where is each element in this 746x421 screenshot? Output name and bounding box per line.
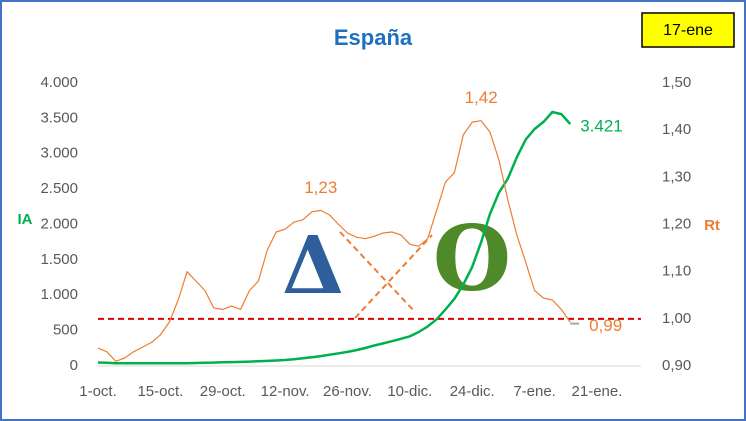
y-tick-label: 3.000 <box>40 145 78 162</box>
data-label: 1,42 <box>465 88 498 107</box>
x-tick-label: 26-nov. <box>323 383 372 400</box>
y-tick-label: 3.500 <box>40 109 78 126</box>
y2-tick-label: 1,40 <box>662 121 691 138</box>
data-label: 3.421 <box>580 116 623 135</box>
x-tick-label: 15-oct. <box>137 383 183 400</box>
series-line <box>97 110 572 365</box>
chart-title: España <box>334 25 413 50</box>
y-tick-label: 2.500 <box>40 180 78 197</box>
date-badge-box <box>641 12 735 48</box>
y2-tick-label: 0,90 <box>662 357 691 374</box>
x-tick-label: 1-oct. <box>79 383 117 400</box>
cross-line <box>339 231 416 313</box>
y2-tick-label: 1,10 <box>662 263 691 280</box>
y-tick-label: 2.000 <box>40 215 78 232</box>
y-axis-label: IA <box>18 211 33 228</box>
x-tick-label: 12-nov. <box>261 383 310 400</box>
y-tick-label: 1.000 <box>40 286 78 303</box>
y-tick-label: 1.500 <box>40 251 78 268</box>
x-tick-label: 21-ene. <box>572 383 623 400</box>
y2-tick-label: 1,30 <box>662 168 691 185</box>
y2-tick-label: 1,00 <box>662 310 691 327</box>
y2-tick-label: 1,20 <box>662 215 691 232</box>
y-tick-label: 500 <box>53 322 78 339</box>
y2-axis-label: Rt <box>704 217 720 234</box>
data-label: 1,23 <box>304 178 337 197</box>
annotation: O <box>433 206 511 312</box>
annotation: Δ <box>282 218 344 312</box>
cross-line <box>354 234 433 319</box>
y-tick-label: 0 <box>70 357 78 374</box>
date-badge: 17-ene <box>663 22 713 39</box>
series-line <box>97 120 571 362</box>
x-tick-label: 24-dic. <box>450 383 495 400</box>
x-tick-label: 10-dic. <box>387 383 432 400</box>
data-label: 0,99 <box>589 316 622 335</box>
x-tick-label: 29-oct. <box>200 383 246 400</box>
x-tick-label: 7-ene. <box>513 383 556 400</box>
y2-tick-label: 1,50 <box>662 74 691 91</box>
y-tick-label: 4.000 <box>40 74 78 91</box>
